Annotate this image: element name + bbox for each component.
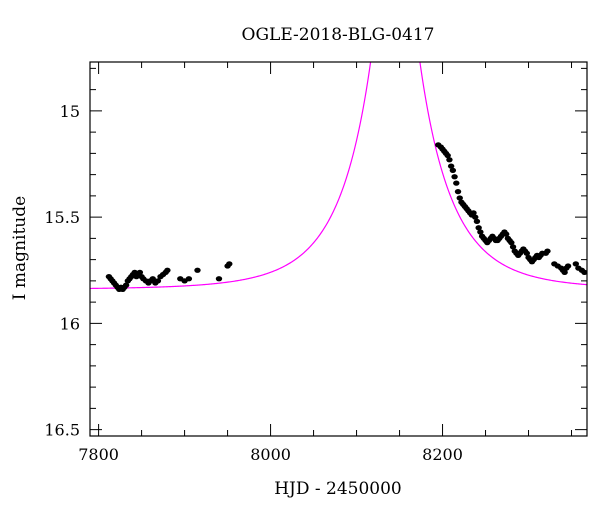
data-point xyxy=(154,278,162,284)
data-point xyxy=(472,214,479,220)
data-point xyxy=(473,218,481,224)
data-point xyxy=(523,250,531,256)
data-point xyxy=(446,157,453,163)
data-point xyxy=(477,229,484,235)
data-point xyxy=(194,267,201,273)
data-point xyxy=(164,267,171,273)
data-point xyxy=(215,276,223,282)
x-tick-label: 7800 xyxy=(78,445,119,464)
data-point xyxy=(470,210,477,216)
data-point xyxy=(136,269,144,275)
data-point xyxy=(572,261,580,267)
data-point xyxy=(561,269,568,275)
data-point xyxy=(444,152,451,159)
data-point xyxy=(226,261,233,267)
plot-frame xyxy=(89,61,588,437)
y-tick-label: 16 xyxy=(60,314,80,333)
data-point xyxy=(453,180,460,186)
model-curve xyxy=(90,62,587,290)
data-point xyxy=(185,276,193,282)
data-point xyxy=(509,244,517,250)
data-point xyxy=(544,248,551,254)
data-point xyxy=(456,195,463,201)
y-tick-label: 15.5 xyxy=(44,208,80,227)
data-point xyxy=(454,189,462,195)
data-point xyxy=(475,225,482,231)
data-point xyxy=(502,231,510,237)
data-point xyxy=(122,282,130,288)
data-point xyxy=(508,240,515,246)
data-point xyxy=(564,263,572,269)
y-tick-label: 16.5 xyxy=(44,421,80,440)
data-point xyxy=(581,269,587,275)
chart-title: OGLE-2018-BLG-0417 xyxy=(242,25,435,45)
y-axis-label: I magnitude xyxy=(10,196,30,300)
data-point xyxy=(449,167,457,173)
data-point xyxy=(451,174,458,180)
y-tick-label: 15 xyxy=(60,102,80,121)
x-axis-label: HJD - 2450000 xyxy=(274,479,402,499)
x-tick-label: 8000 xyxy=(250,445,291,464)
x-tick-label: 8200 xyxy=(422,445,463,464)
data-point xyxy=(447,163,455,169)
plot-area: 7800 8000 8200 15 15.5 16 16.5 xyxy=(44,61,588,464)
data-point xyxy=(149,276,156,282)
